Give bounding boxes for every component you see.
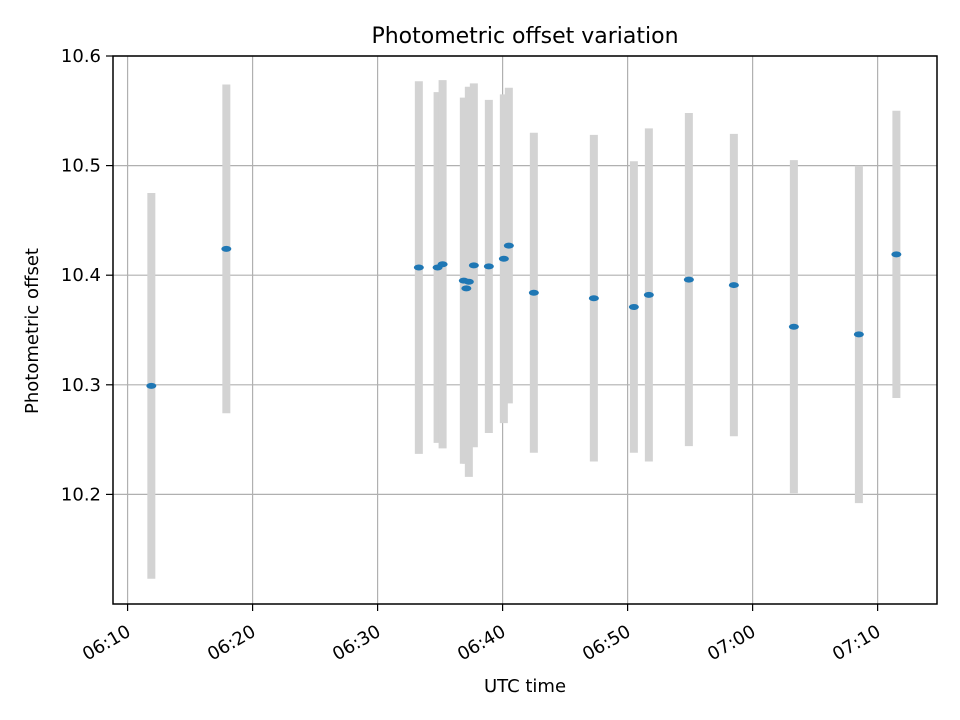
y-tick-label: 10.5 [61, 156, 101, 177]
y-axis-ticks: 10.2 10.3 10.4 10.5 10.6 [61, 46, 113, 505]
plot-area-frame [112, 55, 938, 605]
data-point [461, 285, 472, 292]
y-tick-label: 10.6 [61, 46, 101, 67]
data-point [728, 282, 739, 289]
data-point [628, 303, 639, 310]
data-point [528, 289, 539, 296]
data-point [788, 323, 799, 330]
data-point [437, 261, 448, 268]
data-point [413, 264, 424, 271]
data-point [221, 245, 232, 252]
data-point [468, 262, 479, 269]
data-point [146, 382, 157, 389]
data-point [643, 291, 654, 298]
data-point [588, 295, 599, 302]
data-point [503, 242, 514, 249]
data-point [853, 331, 864, 338]
data-point [891, 251, 902, 258]
data-point [483, 263, 494, 270]
data-point [463, 278, 474, 285]
chart-title: Photometric offset variation [371, 24, 678, 49]
data-points [146, 242, 902, 389]
x-axis-label: UTC time [484, 676, 566, 697]
data-point [498, 255, 509, 262]
y-tick-label: 10.3 [61, 375, 101, 396]
y-tick-label: 10.2 [61, 484, 101, 505]
y-tick-label: 10.4 [61, 265, 101, 286]
y-axis-label: Photometric offset [22, 248, 43, 414]
data-point [683, 276, 694, 283]
